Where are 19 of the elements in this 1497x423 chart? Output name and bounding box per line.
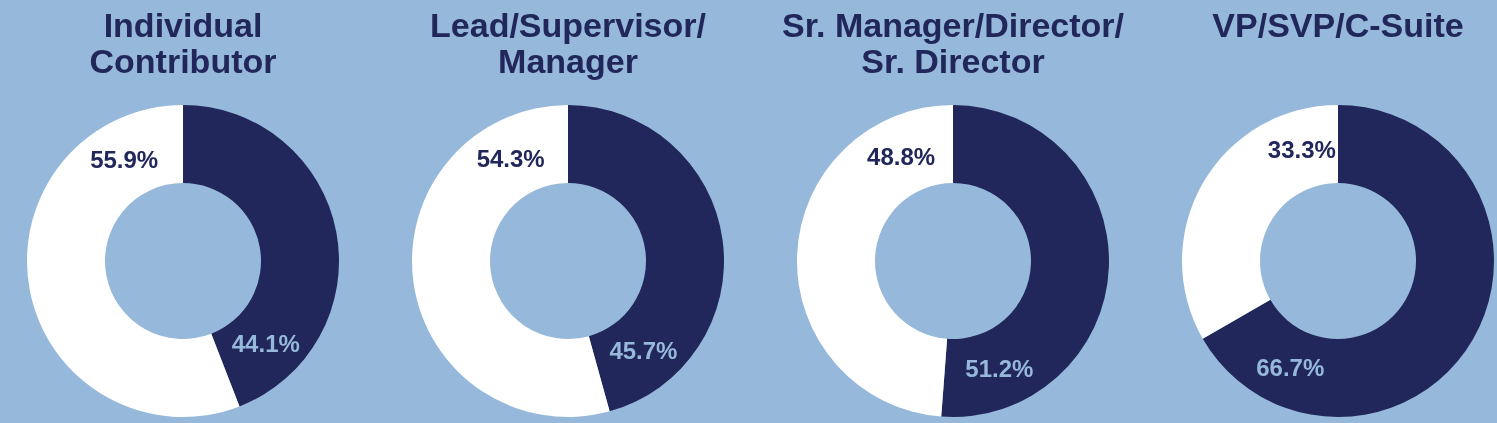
donut-slice <box>1202 105 1494 417</box>
data-label: 54.3% <box>476 145 545 173</box>
donut-slice <box>568 105 724 412</box>
data-label: 48.8% <box>867 142 936 170</box>
data-label: 55.9% <box>90 146 159 174</box>
data-label: 51.2% <box>965 354 1034 382</box>
donut-slice <box>412 105 610 417</box>
data-label: 45.7% <box>609 336 678 364</box>
donut-slice <box>941 105 1109 417</box>
chart-title: VP/SVP/C-Suite <box>1212 6 1464 44</box>
data-label: 66.7% <box>1256 354 1325 382</box>
chart-title: Lead/Supervisor/Manager <box>430 6 707 80</box>
data-label: 33.3% <box>1267 136 1336 164</box>
chart-title: Individual Contributor <box>89 6 277 80</box>
data-label: 44.1% <box>231 330 300 358</box>
chart-title: Sr. Manager/Director/Sr. Director <box>781 6 1125 80</box>
donut-slice <box>797 105 953 417</box>
donut-slice <box>1182 105 1338 339</box>
donut-slice <box>183 105 339 407</box>
